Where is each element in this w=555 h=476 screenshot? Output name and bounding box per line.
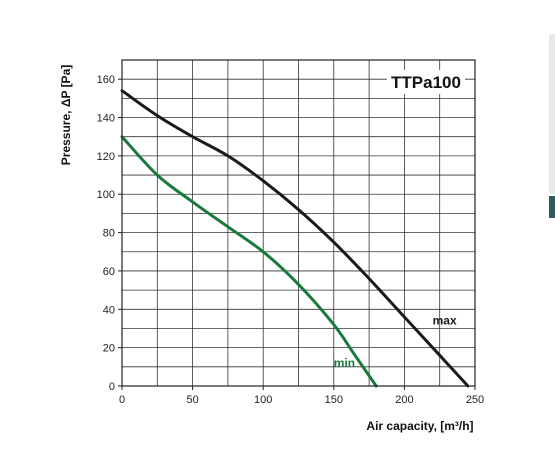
y-tick-label: 100 [97,189,115,201]
y-tick-label: 20 [103,343,115,355]
chart-title-background [387,70,465,94]
x-tick-label: 250 [466,394,484,406]
plot-frame [121,59,476,387]
chart-title-box: TTPa100 [387,70,465,94]
x-tick-label: 200 [395,394,413,406]
y-tick-label: 0 [109,381,115,393]
x-axis-title: Air capacity, [m³/h] [366,419,473,433]
series-label-layer: max min [334,314,457,370]
x-tick-label: 50 [186,394,198,406]
y-axis-title: Pressure, ΔP [Pa] [59,65,73,165]
series-line-min [120,135,378,388]
grid-layer [122,60,475,386]
series-line-max [120,89,470,388]
y-tick-label: 80 [103,228,115,240]
x-tick-label: 100 [254,394,272,406]
series-label-max: max [433,314,457,328]
x-tick-label: 150 [325,394,343,406]
right-edge-accent [549,196,555,218]
y-tick-label: 60 [103,266,115,278]
y-tick-label: 160 [97,74,115,86]
tick-layer: 0 50 100 150 200 250 0 20 40 60 80 100 120 140 160 [97,74,485,406]
chart-title: TTPa100 [391,73,461,92]
y-tick-label: 140 [97,113,115,125]
y-tick-label: 120 [97,151,115,163]
y-tick-label: 40 [103,304,115,316]
right-edge-strip [549,34,555,194]
series-label-min: min [334,356,355,370]
series-layer [120,89,470,388]
x-tick-label: 0 [119,394,125,406]
